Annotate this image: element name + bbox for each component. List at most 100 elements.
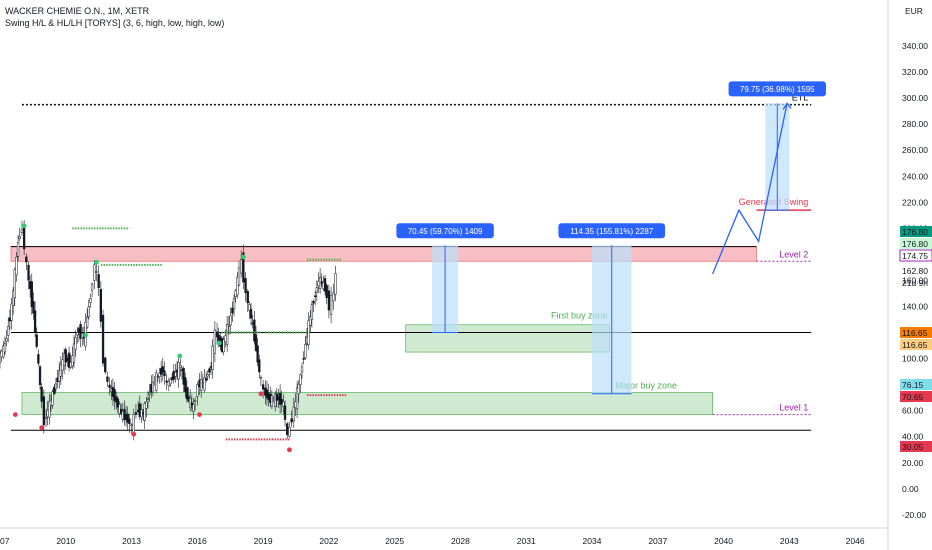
candle [246, 288, 249, 313]
candle [315, 280, 318, 302]
candle-body [314, 295, 317, 298]
candle [165, 373, 168, 390]
dotted-label-1: Level 1 [779, 403, 808, 413]
y-tick-17: 0.00 [902, 484, 919, 494]
candle [99, 281, 103, 328]
candle [213, 321, 217, 363]
candle-body [64, 349, 67, 363]
candle [283, 400, 287, 427]
zone-0 [10, 246, 757, 262]
candle-body [90, 283, 94, 291]
candle [312, 299, 315, 313]
candle [93, 260, 96, 290]
candle-body [155, 372, 158, 391]
candle [30, 273, 33, 315]
candle-body [79, 324, 82, 339]
x-tick-5: 2022 [319, 536, 338, 546]
candle-body [242, 252, 245, 283]
candle [37, 349, 40, 367]
candle-body [270, 395, 274, 407]
candle [203, 369, 206, 393]
candle [42, 389, 46, 434]
candle-body [99, 289, 103, 322]
candle [299, 373, 302, 393]
candle [193, 396, 197, 411]
zone-label-1: First buy zone [551, 311, 608, 321]
candle [323, 274, 327, 296]
candle [237, 260, 241, 287]
candle [204, 371, 208, 383]
candle [13, 267, 16, 306]
candle-body [12, 290, 15, 307]
candle-body [177, 362, 180, 380]
candle [261, 379, 265, 399]
candle [242, 244, 245, 290]
candle-body [295, 387, 299, 410]
y-tick-9: 160.00 [902, 275, 928, 285]
swing-high-5 [216, 340, 222, 346]
measure-badge-2 [728, 81, 826, 97]
candle [304, 335, 307, 360]
candle-body [106, 376, 109, 382]
candle-body [87, 306, 90, 317]
candle-body [10, 303, 13, 321]
candle-body [35, 334, 38, 347]
candle [211, 339, 214, 379]
y-tick-0: 340.00 [902, 41, 928, 51]
price-badge-label-2: 174.75 [902, 251, 928, 261]
candle [89, 293, 92, 308]
candle-body [156, 376, 160, 378]
candle-body [211, 345, 214, 370]
candle-body [229, 315, 232, 326]
candle [72, 335, 76, 368]
candle [286, 422, 289, 440]
price-badge-label-8: 30.05 [902, 442, 924, 452]
candle-body [240, 259, 243, 274]
price-badge-label-6: 76.15 [902, 380, 924, 390]
candle [148, 383, 151, 403]
candle [249, 303, 253, 326]
candle [12, 287, 15, 315]
candle [27, 261, 30, 290]
price-badge-1 [900, 238, 932, 249]
candle-body [27, 264, 30, 281]
price-badge-0 [900, 226, 932, 237]
candle [59, 355, 62, 386]
candle [79, 320, 82, 348]
candle [101, 309, 105, 367]
candle-body [38, 366, 42, 385]
candle [145, 396, 148, 418]
candle [196, 381, 199, 406]
candle-body [113, 389, 116, 401]
candle [182, 366, 185, 392]
candle-body [304, 344, 307, 358]
candle [25, 253, 28, 271]
price-badge-label-1: 176.80 [902, 239, 928, 249]
candle [270, 390, 274, 410]
candle-body [302, 358, 305, 360]
swing-low-2 [197, 412, 202, 418]
candle-body [246, 291, 249, 304]
candle [95, 263, 98, 282]
candle-body [329, 295, 333, 315]
y-tick-12: 100.00 [902, 354, 928, 364]
x-tick-13: 2046 [846, 536, 865, 546]
candle-body [15, 256, 18, 276]
candle-body [42, 396, 46, 426]
candle [334, 265, 337, 302]
y-tick-15: 40.00 [902, 432, 924, 442]
candle [161, 357, 164, 381]
candle [64, 347, 67, 370]
candle [20, 220, 24, 236]
candle-body [206, 374, 209, 377]
candle-body [13, 269, 16, 299]
candle-body [20, 229, 24, 233]
candle-body [101, 314, 105, 364]
measure-label-0: 70.45 (59.70%) 1409 [408, 227, 483, 236]
candle [310, 300, 314, 328]
candle [130, 423, 133, 435]
candle [104, 356, 107, 375]
candle [48, 393, 51, 425]
